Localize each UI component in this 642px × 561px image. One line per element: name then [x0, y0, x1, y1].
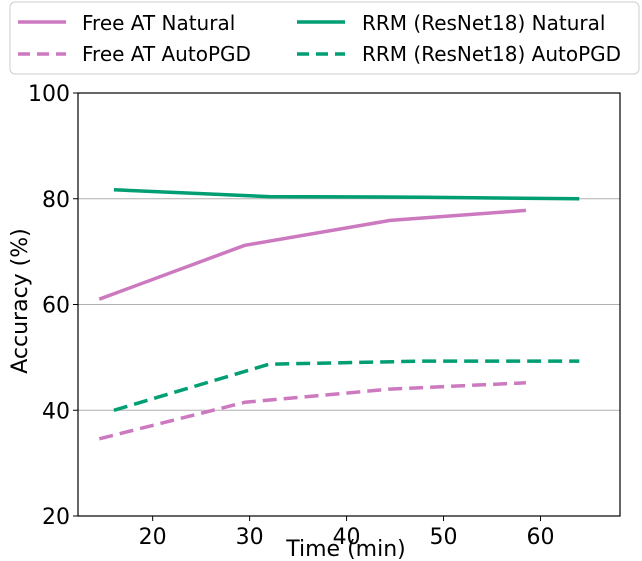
legend-entry: Free AT AutoPGD: [18, 42, 251, 66]
series-line-0: [98, 208, 527, 301]
legend-entry: Free AT Natural: [18, 11, 235, 35]
legend-label: RRM (ResNet18) AutoPGD: [362, 42, 621, 66]
x-tick-label: 50: [430, 525, 458, 550]
series-layer: [98, 188, 580, 441]
y-tick-label: 40: [42, 399, 70, 424]
x-tick-label: 40: [333, 525, 361, 550]
y-tick-label: 80: [42, 188, 70, 213]
series-line-3: [113, 359, 580, 412]
y-tick-label: 100: [28, 82, 70, 107]
legend-frame: [9, 1, 640, 75]
x-tick-label: 60: [526, 525, 554, 550]
x-tick-label: 30: [236, 525, 264, 550]
x-axis-label: Time (min): [285, 537, 406, 561]
legend-label: RRM (ResNet18) Natural: [362, 11, 605, 35]
legend-label: Free AT AutoPGD: [82, 42, 251, 66]
y-tick-label: 60: [42, 294, 70, 319]
x-tick-label: 20: [139, 525, 167, 550]
series-line-1: [98, 381, 526, 441]
legend-entry: RRM (ResNet18) AutoPGD: [297, 42, 621, 66]
gridlines: [78, 198, 620, 411]
series-line-2: [113, 188, 580, 201]
legend-label: Free AT Natural: [82, 11, 235, 35]
legend-entry: RRM (ResNet18) Natural: [297, 11, 605, 35]
tick-labels: 20 40 60 80 100 20 30 40 50 60: [28, 82, 554, 550]
legend: Free AT Natural Free AT AutoPGD RRM (Res…: [9, 1, 640, 75]
y-tick-label: 20: [42, 505, 70, 530]
y-axis-label: Accuracy (%): [8, 228, 33, 374]
